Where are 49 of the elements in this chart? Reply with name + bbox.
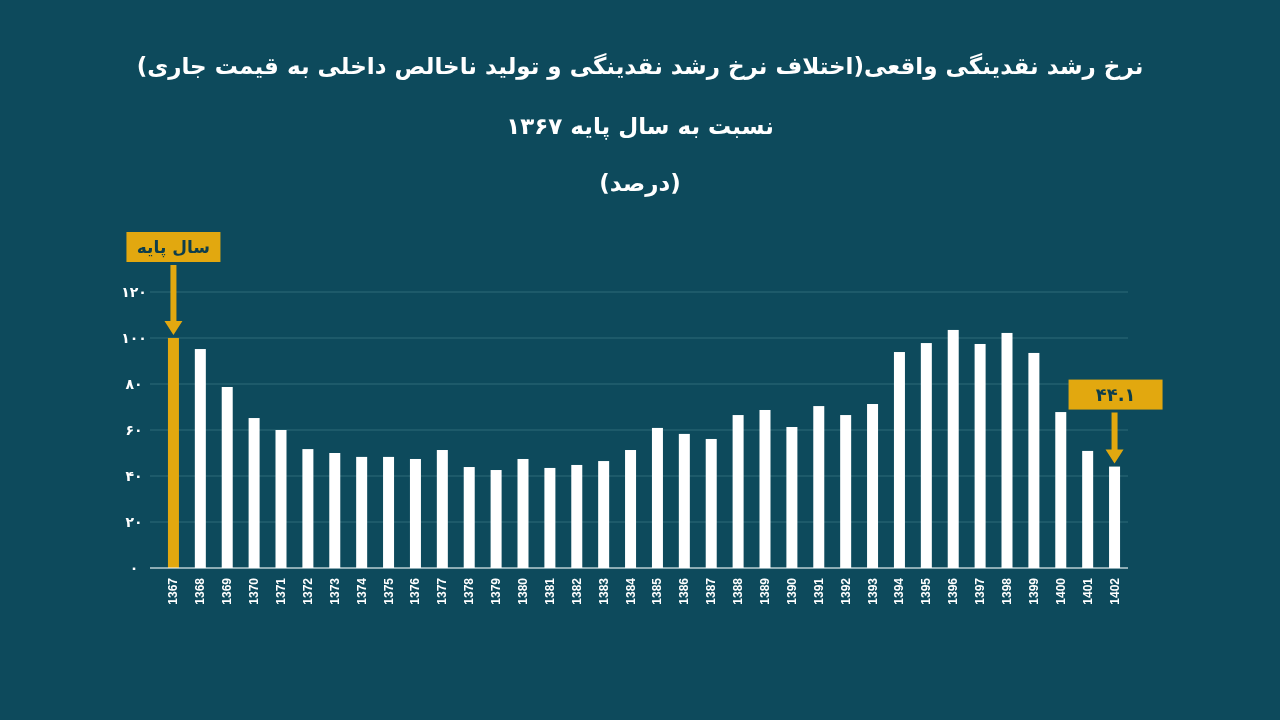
x-tick-label: 1389 — [758, 577, 772, 605]
y-tick-label: ۱۲۰ — [121, 284, 147, 300]
y-tick-label: ۲۰ — [125, 514, 143, 530]
x-tick-label: 1381 — [542, 577, 557, 605]
x-tick-label: 1398 — [1000, 577, 1014, 605]
x-tick-label: 1367 — [166, 577, 181, 605]
x-tick-label: 1370 — [247, 577, 262, 605]
x-tick-label: 1399 — [1026, 577, 1041, 605]
x-tick-label: 1376 — [408, 577, 423, 605]
x-tick-label: 1383 — [596, 577, 611, 605]
x-tick-label: 1372 — [300, 577, 315, 605]
bar — [167, 338, 179, 568]
x-tick-label: 1394 — [892, 577, 907, 605]
x-tick-label: 1378 — [462, 577, 477, 605]
x-tick-label: 1377 — [435, 577, 450, 605]
y-tick-label: ۶۰ — [125, 422, 143, 438]
x-tick-label: 1368 — [193, 577, 208, 605]
x-tick-label: 1390 — [784, 577, 799, 605]
x-tick-label: 1380 — [516, 577, 530, 605]
x-tick-label: 1379 — [489, 577, 504, 605]
x-tick-label: 1391 — [811, 577, 826, 605]
y-tick-label: ۱۰۰ — [121, 330, 147, 346]
x-tick-label: 1387 — [704, 577, 719, 605]
annotation: ۴۴.۱ — [1095, 384, 1136, 406]
x-tick-label: 1373 — [327, 577, 342, 605]
x-tick-label: 1395 — [919, 577, 934, 605]
chart-subtitle: نسبت به سال پایه ۱۳۶۷ — [506, 113, 774, 140]
x-tick-label: 1384 — [623, 577, 638, 605]
y-tick-label: ۸۰ — [125, 376, 143, 392]
x-tick-label: 1375 — [381, 577, 396, 605]
x-tick-label: 1402 — [1107, 577, 1122, 605]
text: سال پایه — [136, 237, 211, 258]
y-tick-label: ۴۰ — [125, 468, 143, 484]
x-tick-label: 1382 — [569, 577, 584, 605]
x-tick-label: 1397 — [973, 577, 988, 605]
x-tick-label: 1392 — [838, 577, 853, 605]
x-tick-label: 1396 — [946, 577, 961, 605]
y-tick-label: ۰ — [129, 560, 139, 576]
x-tick-label: 1385 — [650, 577, 665, 605]
x-tick-label: 1374 — [354, 577, 369, 605]
x-tick-label: 1401 — [1080, 577, 1095, 605]
x-tick-label: 1400 — [1053, 577, 1068, 605]
x-tick-label: 1393 — [865, 577, 880, 605]
x-tick-label: 1386 — [677, 577, 692, 605]
x-tick-label: 1388 — [731, 577, 746, 605]
text: (درصد) — [599, 170, 681, 197]
chart-title: نرخ رشد نقدینگی واقعی(اختلاف نرخ رشد نقدینگی و تولید ناخالص داخلی به قیمت جاری) — [136, 53, 1144, 80]
x-tick-label: 1369 — [220, 577, 235, 605]
x-tick-label: 1371 — [274, 577, 288, 605]
